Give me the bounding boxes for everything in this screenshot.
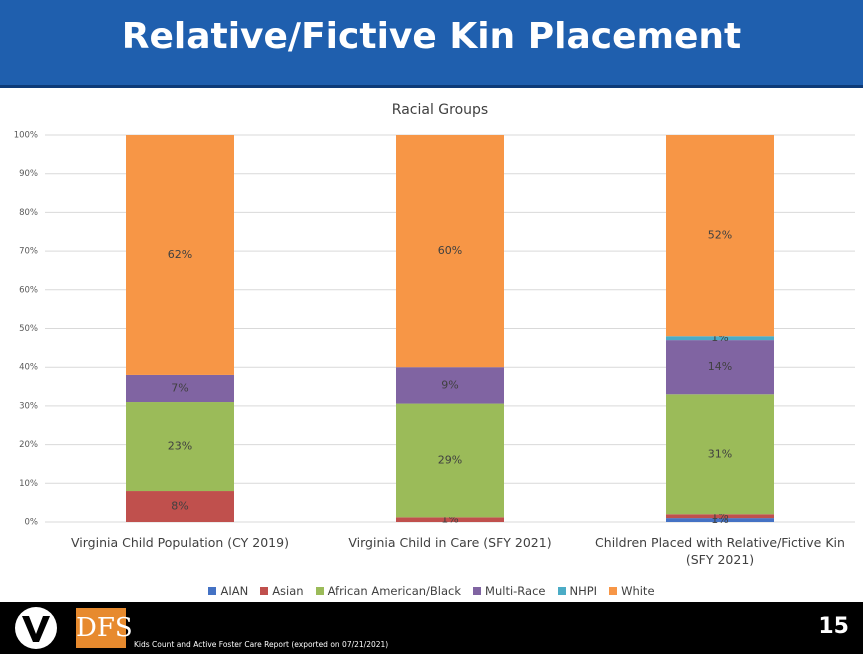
- source-note: Kids Count and Active Foster Care Report…: [134, 640, 389, 649]
- y-tick-label: 20%: [19, 440, 38, 450]
- x-tick-label: Virginia Child in Care (SFY 2021): [348, 535, 552, 550]
- legend-label: Multi-Race: [485, 584, 546, 598]
- legend-item: NHPI: [557, 584, 598, 598]
- page-number: 15: [818, 614, 849, 639]
- legend-label: African American/Black: [327, 584, 462, 598]
- y-tick-label: 30%: [19, 401, 38, 411]
- bar-segment: [126, 135, 234, 375]
- y-tick-label: 80%: [19, 208, 38, 218]
- legend-label: White: [621, 584, 655, 598]
- legend-swatch: [208, 587, 217, 595]
- y-tick-label: 100%: [14, 131, 38, 141]
- y-tick-label: 10%: [19, 479, 38, 489]
- bar-segment: [396, 517, 504, 522]
- chart-title: Racial Groups: [392, 102, 488, 118]
- legend: AIAN Asian African American/Black Multi-Rac…: [0, 584, 863, 598]
- logo-v: [15, 607, 57, 649]
- y-tick-label: 50%: [19, 324, 38, 334]
- bar-segment: [396, 403, 504, 518]
- data-label: 62%: [168, 248, 192, 261]
- data-label: 8%: [171, 500, 188, 513]
- legend-swatch: [260, 587, 269, 595]
- legend-item: Asian: [260, 584, 304, 598]
- x-tick-label: Children Placed with Relative/Fictive Ki…: [595, 535, 845, 567]
- chart: Racial Groups 0% 10% 20% 30% 40% 50% 60% 70% 80%…: [14, 102, 855, 528]
- bar-segment: [666, 340, 774, 395]
- data-label: 7%: [171, 381, 188, 394]
- header: Relative/Fictive Kin Placement: [0, 0, 863, 88]
- legend-item: African American/Black: [315, 584, 462, 598]
- legend-item: Multi-Race: [473, 584, 546, 598]
- legend-swatch: [609, 587, 618, 595]
- data-label: 31%: [708, 447, 732, 460]
- data-label: 9%: [441, 378, 458, 391]
- y-tick-label: 0%: [25, 518, 39, 528]
- bar-segment: [396, 135, 504, 368]
- legend-swatch: [473, 587, 482, 595]
- legend-swatch: [557, 587, 566, 595]
- data-label: 29%: [438, 453, 462, 466]
- legend-swatch: [315, 587, 324, 595]
- data-label: 60%: [438, 244, 462, 257]
- y-tick-label: 60%: [19, 285, 38, 295]
- y-tick-label: 90%: [19, 169, 38, 179]
- bar-segment: [666, 135, 774, 337]
- x-tick-label: Virginia Child Population (CY 2019): [71, 535, 289, 550]
- bar-segment: [126, 402, 234, 492]
- bar-segment: [396, 367, 504, 404]
- slide-title: Relative/Fictive Kin Placement: [121, 16, 742, 57]
- logo-dfs: DFS: [76, 608, 133, 648]
- legend-item: White: [609, 584, 655, 598]
- legend-label: AIAN: [220, 584, 249, 598]
- bar-segment: [126, 491, 234, 522]
- bar-segment: [666, 394, 774, 515]
- y-tick-label: 40%: [19, 363, 38, 373]
- legend-label: Asian: [272, 584, 304, 598]
- bar-segment: [126, 374, 234, 403]
- bar-segment: [666, 518, 774, 522]
- y-tick-label: 70%: [19, 247, 38, 257]
- data-label: 52%: [708, 229, 732, 242]
- footer: DFS Kids Count and Active Foster Care Re…: [0, 602, 863, 654]
- data-label: 14%: [708, 360, 732, 373]
- legend-item: AIAN: [208, 584, 248, 598]
- bar-segment: [666, 336, 774, 341]
- data-label: 23%: [168, 440, 192, 453]
- bar-segment: [666, 514, 774, 519]
- legend-label: NHPI: [569, 584, 598, 598]
